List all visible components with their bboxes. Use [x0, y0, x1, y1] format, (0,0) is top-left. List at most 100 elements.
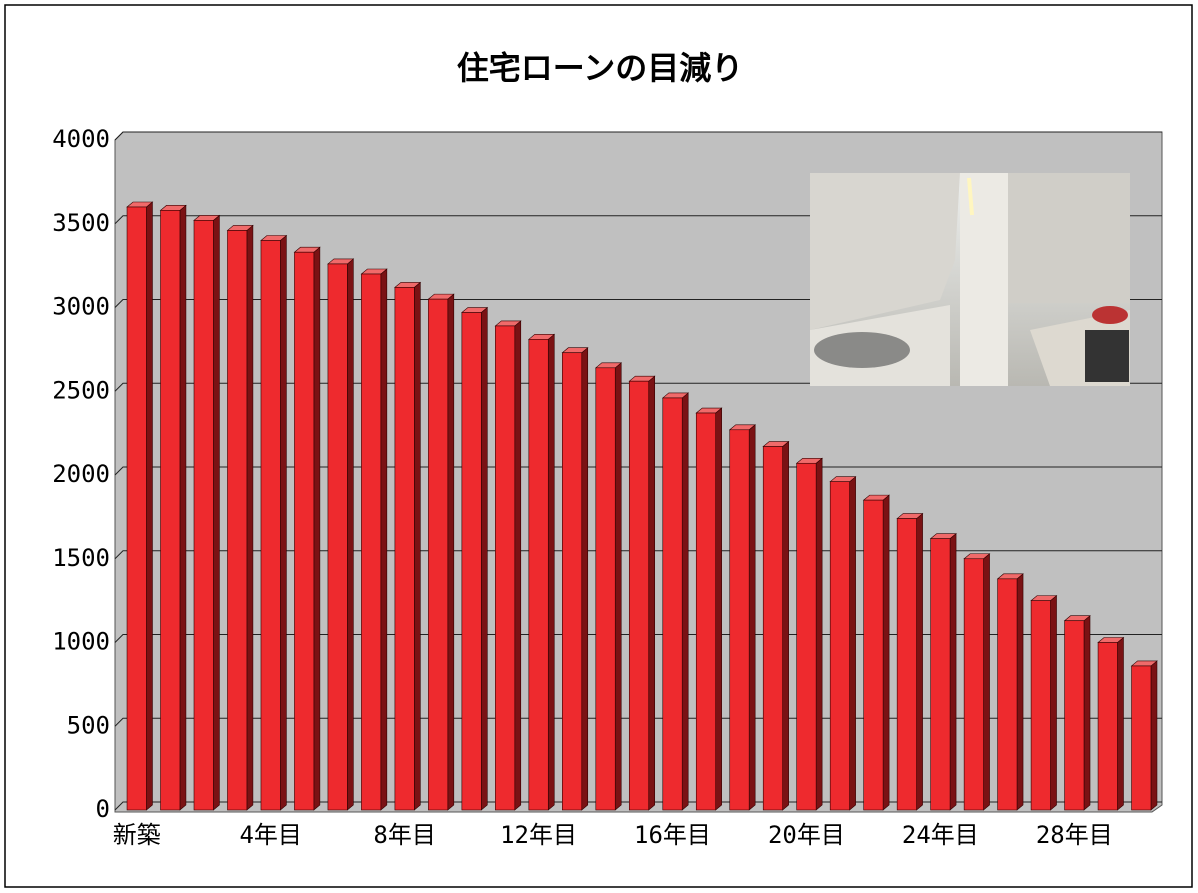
bar	[360, 268, 388, 811]
bar-side	[514, 320, 522, 811]
bar-front	[1030, 600, 1051, 811]
bar-side	[1050, 594, 1057, 811]
bar-side	[146, 201, 153, 811]
bar-front	[160, 210, 181, 811]
bar-front	[595, 367, 616, 811]
bar	[226, 224, 254, 811]
bar-front	[528, 339, 549, 811]
bar	[561, 347, 589, 811]
x-tick-label: 24年目	[902, 821, 979, 849]
bar-front	[394, 287, 415, 811]
y-tick-label: 2000	[52, 460, 110, 488]
bar-side	[715, 407, 722, 811]
bar-side	[414, 281, 421, 811]
photo-oven	[1085, 330, 1129, 382]
y-tick-label: 4000	[52, 125, 110, 153]
x-tick-label: 20年目	[768, 821, 845, 849]
bar-side	[1083, 615, 1091, 811]
bar	[327, 258, 355, 811]
bar-front	[227, 230, 248, 811]
bar	[594, 362, 623, 811]
bar-front	[461, 312, 482, 811]
bar-front	[126, 206, 147, 811]
bar-side	[547, 333, 555, 811]
bar	[661, 392, 690, 811]
bar-front	[829, 481, 850, 811]
bar-side	[648, 375, 656, 811]
bar	[1130, 660, 1158, 811]
bar-side	[1016, 573, 1024, 811]
photo-light	[967, 177, 974, 216]
bar-side	[882, 494, 890, 811]
photo-cabinet	[1008, 173, 1130, 303]
bar	[728, 424, 756, 811]
bar-front	[762, 446, 783, 811]
bar-front	[562, 352, 583, 811]
bar-front	[796, 462, 817, 811]
bar-side	[581, 347, 589, 811]
bar-side	[313, 246, 321, 811]
bar	[1063, 615, 1091, 811]
x-tick-label: 16年目	[634, 821, 711, 849]
y-tick-label: 1500	[52, 544, 110, 572]
bar-front	[896, 518, 917, 811]
bar	[862, 494, 890, 811]
bar-front	[930, 538, 951, 811]
x-tick-label: 12年目	[500, 821, 577, 849]
x-tick-label: 新築	[113, 821, 161, 849]
x-tick-label: 8年目	[373, 821, 435, 849]
bar	[193, 214, 221, 811]
bar-front	[1097, 642, 1118, 811]
photo-fruit	[1092, 306, 1128, 324]
bar	[461, 306, 489, 811]
bar-side	[347, 258, 354, 811]
bar-front	[260, 240, 281, 811]
y-tick-label: 3500	[52, 209, 110, 237]
bar-front	[193, 220, 214, 811]
photo-wall	[810, 173, 960, 330]
bar-side	[983, 553, 990, 811]
bar-side	[1150, 660, 1158, 811]
bar-side	[916, 512, 923, 811]
bar	[896, 512, 924, 811]
x-tick-label: 28年目	[1036, 821, 1113, 849]
bar-front	[495, 325, 516, 811]
bar	[293, 246, 321, 811]
bar-side	[614, 362, 622, 811]
bar	[963, 553, 991, 811]
bar	[427, 293, 455, 811]
bar-front	[695, 412, 716, 811]
bar	[628, 375, 656, 811]
bar-side	[949, 533, 957, 811]
bar	[1097, 636, 1125, 811]
bar-front	[361, 273, 382, 811]
bar-side	[849, 476, 856, 811]
bar	[795, 457, 823, 811]
grid-line	[114, 131, 1162, 141]
bar-side	[179, 204, 187, 811]
bar-side	[213, 214, 220, 811]
bar	[528, 333, 556, 811]
y-tick-label: 2500	[52, 376, 110, 404]
y-tick-label: 3000	[52, 293, 110, 321]
y-tick-label: 1000	[52, 628, 110, 656]
bar-side	[447, 293, 455, 811]
bar-front	[294, 251, 315, 811]
bar-front	[1064, 620, 1085, 811]
y-tick-label: 0	[96, 795, 110, 823]
bar-side	[380, 268, 388, 811]
bar-front	[1131, 665, 1152, 811]
bar-front	[428, 298, 449, 811]
bar	[762, 440, 790, 811]
bar-side	[748, 424, 756, 811]
bar	[394, 281, 422, 811]
bar	[260, 234, 288, 811]
bar-front	[628, 380, 650, 811]
bar-side	[1117, 636, 1124, 811]
bar-front	[729, 429, 750, 811]
bar-front	[997, 578, 1018, 811]
photo	[810, 173, 1130, 386]
bar-front	[662, 397, 683, 811]
